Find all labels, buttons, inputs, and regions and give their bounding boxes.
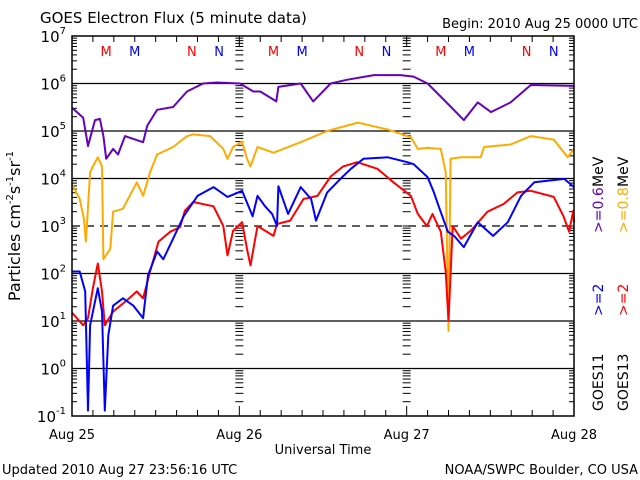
series-goes13-0-8-mev [71,121,575,332]
y-tick-label: 104 [41,169,66,189]
y-tick-label: 103 [41,216,66,236]
marker-M: M [101,45,112,60]
marker-N: N [522,45,532,60]
marker-M: M [435,45,446,60]
marker-N: N [214,45,224,60]
marker-M: M [268,45,279,60]
legend-goes13-high: >=0.8 [616,187,632,233]
x-tick-labels: Aug 25 Aug 26 Aug 27 Aug 28 [49,428,597,443]
marker-M: M [129,45,140,60]
marker-N: N [354,45,364,60]
grid [72,82,574,370]
x-tick-label: Aug 26 [216,428,262,443]
x-tick-label: Aug 25 [49,428,95,443]
marker-M: M [464,45,475,60]
x-axis-label: Universal Time [275,443,372,458]
marker-M: M [296,45,307,60]
legend-goes13-unit: MeV [616,156,632,187]
series-goes13-2-mev [71,161,575,327]
marker-N: N [382,45,392,60]
legend-goes11-satellite: GOES11 [591,354,607,411]
legend-goes11-unit: MeV [591,156,607,187]
axis-ticks [71,36,575,417]
y-tick-label: 101 [41,311,66,331]
marker-N: N [549,45,559,60]
local-time-markers: M M MM M MN N NN N N [101,45,559,60]
legend-goes11-low: >=2 [591,284,607,316]
x-tick-label: Aug 27 [384,428,430,443]
y-axis-label: Particles cm-2s-1sr-1 [5,151,24,301]
plot-frame [71,35,575,417]
chart-title: GOES Electron Flux (5 minute data) [40,9,307,27]
updated-timestamp: Updated 2010 Aug 27 23:56:16 UTC [2,463,237,478]
legend-goes11-high: >=0.6 [591,187,607,233]
y-tick-label: 102 [41,264,66,284]
y-tick-label: 100 [41,359,66,379]
legend-goes13-satellite: GOES13 [616,354,632,411]
series-lines [71,74,575,412]
legend-goes11: GOES11 >=2 >=0.6 MeV [591,156,607,411]
begin-label: Begin: 2010 Aug 25 0000 UTC [442,17,638,32]
y-tick-labels: 107 106 105 104 103 102 101 100 10-1 [37,26,66,426]
legend-goes13: GOES13 >=2 >=0.8 MeV [616,156,632,411]
marker-N: N [187,45,197,60]
credit: NOAA/SWPC Boulder, CO USA [445,463,638,478]
y-tick-label: 105 [41,121,66,141]
y-tick-label: 106 [41,74,66,94]
y-tick-label: 10-1 [37,406,66,426]
legend-goes13-low: >=2 [616,284,632,316]
series-goes11-2-mev [72,156,575,412]
y-tick-label: 107 [41,26,66,46]
series-goes11-0-6-mev [71,74,575,160]
x-tick-label: Aug 28 [551,428,597,443]
